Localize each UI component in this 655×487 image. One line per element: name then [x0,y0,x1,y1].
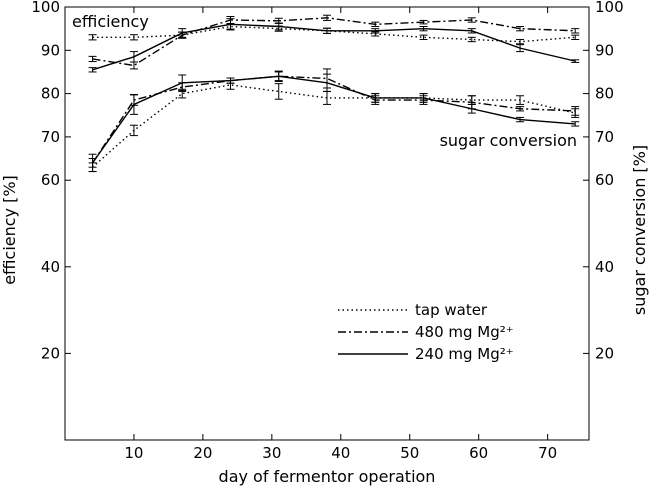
y-tick-label-right: 20 [595,344,614,362]
series-line-tap-water-efficiency [92,25,576,43]
y-tick-label-left: 100 [31,0,60,16]
y-tick-label-right: 60 [595,171,614,189]
y-tick-label-left: 90 [41,41,60,59]
annotation-sugar-conversion: sugar conversion [440,131,577,150]
legend-label-tap-water: tap water [415,301,488,319]
y-tick-label-right: 40 [595,258,614,276]
x-tick-label: 10 [124,444,143,462]
legend-label-480mg: 480 mg Mg²⁺ [415,323,514,341]
x-tick-label: 20 [193,444,212,462]
y-tick-label-left: 60 [41,171,60,189]
series-line-480mg-sugar-conversion [91,75,576,164]
y-tick-label-right: 90 [595,41,614,59]
x-axis-label: day of fermentor operation [219,467,436,486]
y-tick-label-left: 20 [41,344,60,362]
legend: tap water 480 mg Mg²⁺ 240 mg Mg²⁺ [338,301,514,363]
plot-area [64,6,590,441]
x-tick-label: 70 [538,444,557,462]
x-tick-label: 60 [469,444,488,462]
y-axis-label-left: efficiency [%] [0,175,19,285]
y-axis-label-right: sugar conversion [%] [630,145,649,315]
y-tick-label-right: 80 [595,85,614,103]
y-tick-label-left: 40 [41,258,60,276]
axis-ticks: 10 20 30 40 50 60 70 20 20 40 40 60 60 70 70 80 80 90 90 10… [31,0,623,462]
x-tick-label: 50 [400,444,419,462]
y-tick-label-right: 100 [595,0,624,16]
x-tick-label: 40 [331,444,350,462]
x-tick-label: 30 [262,444,281,462]
y-tick-label-left: 70 [41,128,60,146]
y-tick-label-left: 80 [41,85,60,103]
annotation-efficiency: efficiency [72,12,149,31]
series-line-tap-water-sugar-conversion [92,84,576,168]
series-line-240mg-efficiency [92,23,576,71]
y-tick-label-right: 70 [595,128,614,146]
series-group [88,14,580,173]
legend-label-240mg: 240 mg Mg²⁺ [415,345,514,363]
